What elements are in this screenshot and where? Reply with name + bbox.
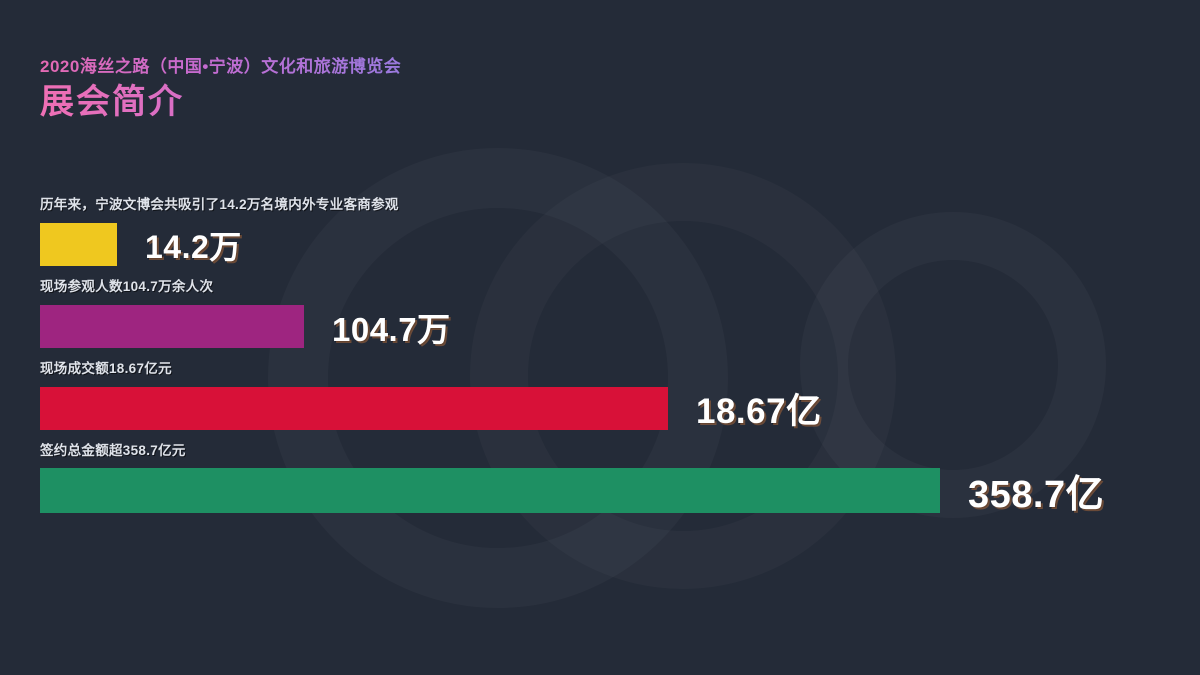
bar-line: 104.7万 (40, 304, 1170, 350)
bar-fill (40, 467, 940, 513)
bar-fill (40, 305, 304, 349)
bar-line: 358.7亿 (40, 467, 1170, 516)
bar-label: 历年来，宁波文博会共吸引了14.2万名境内外专业客商参观 (40, 197, 399, 212)
page-title: 展会简介 (40, 83, 401, 122)
chart-row: 历年来，宁波文博会共吸引了14.2万名境内外专业客商参观 14.2万 (40, 197, 1170, 268)
bar-label: 现场参观人数104.7万余人次 (40, 278, 214, 294)
bar-value-label: 104.7万 (332, 310, 451, 348)
bar-value-label: 358.7亿 (968, 473, 1105, 516)
chart-row: 现场参观人数104.7万余人次 104.7万 (40, 278, 1170, 350)
bar-fill (40, 223, 117, 267)
chart-row: 签约总金额超358.7亿元 358.7亿 (40, 442, 1170, 516)
bar-line: 14.2万 (40, 222, 1170, 268)
bar-value-label: 18.67亿 (696, 392, 822, 432)
bar-line: 18.67亿 (40, 386, 1170, 432)
slide-header: 2020海丝之路（中国•宁波）文化和旅游博览会 展会简介 (40, 56, 401, 122)
chart-row: 现场成交额18.67亿元 18.67亿 (40, 360, 1170, 432)
bar-fill (40, 387, 668, 431)
bar-label: 签约总金额超358.7亿元 (40, 442, 186, 458)
statistics-bar-chart: 历年来，宁波文博会共吸引了14.2万名境内外专业客商参观 14.2万 现场参观人… (40, 197, 1170, 525)
bar-value-label: 14.2万 (145, 228, 242, 265)
event-name-kicker: 2020海丝之路（中国•宁波）文化和旅游博览会 (40, 57, 402, 76)
bar-label: 现场成交额18.67亿元 (40, 360, 172, 376)
